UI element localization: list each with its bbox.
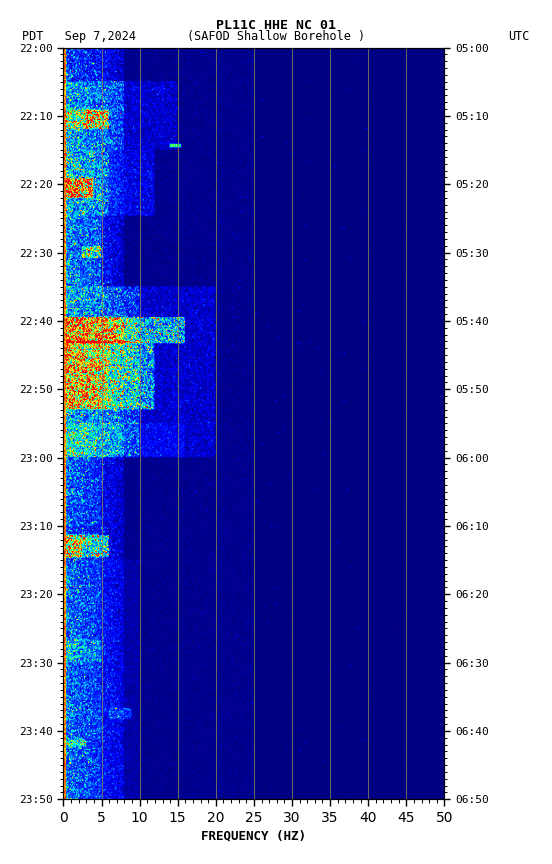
Text: PDT   Sep 7,2024: PDT Sep 7,2024 — [22, 30, 136, 43]
Text: (SAFOD Shallow Borehole ): (SAFOD Shallow Borehole ) — [187, 30, 365, 43]
Text: PL11C HHE NC 01: PL11C HHE NC 01 — [216, 19, 336, 32]
X-axis label: FREQUENCY (HZ): FREQUENCY (HZ) — [201, 829, 306, 842]
Text: UTC: UTC — [508, 30, 530, 43]
